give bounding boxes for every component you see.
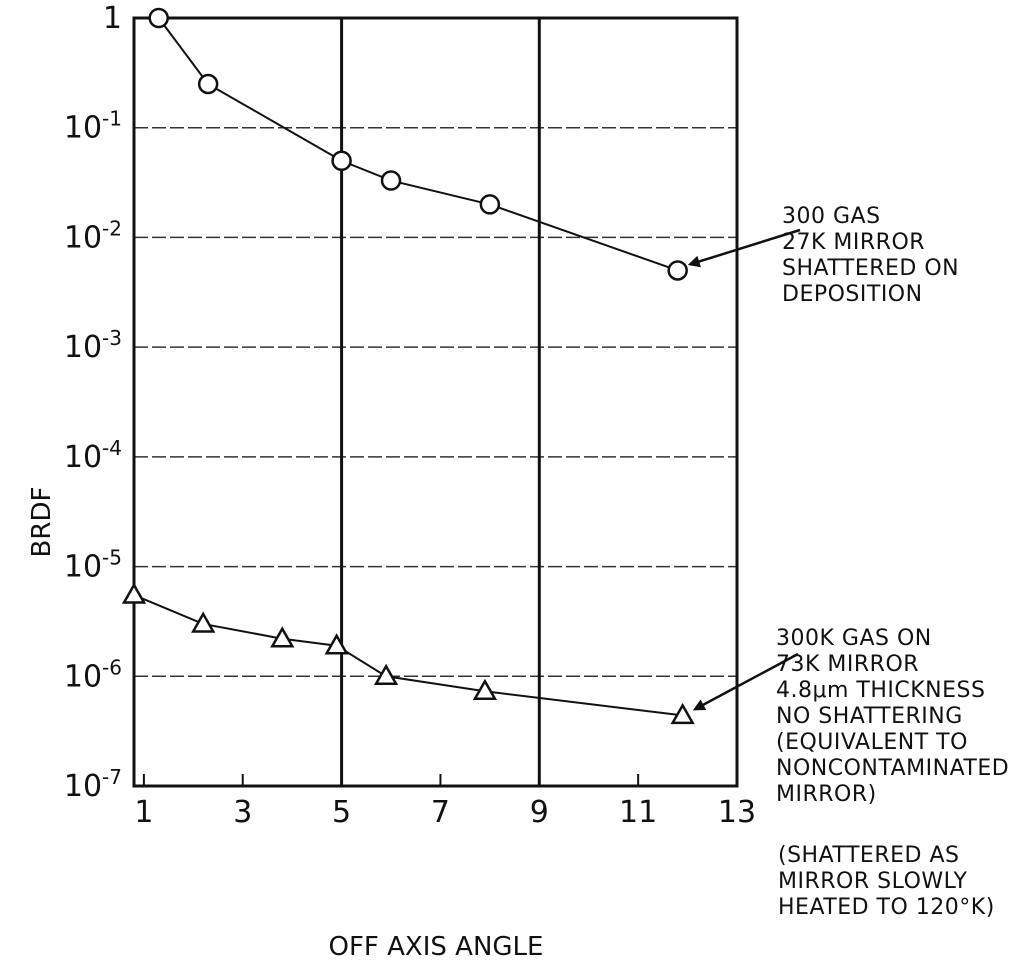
y-tick-label: 10-4	[64, 436, 122, 475]
y-tick-label: 10-6	[64, 655, 122, 694]
annotation-text: 300 GAS 27K MIRROR SHATTERED ON DEPOSITION	[782, 204, 959, 307]
annotation-line: (SHATTERED AS	[778, 843, 959, 868]
annotation-line: 4.8μm THICKNESS	[776, 678, 985, 703]
annotation-line: 27K MIRROR	[782, 230, 925, 255]
annotation-text: 300K GAS ON 73K MIRROR 4.8μm THICKNESS NO S…	[776, 626, 1009, 807]
annotation-line: HEATED TO 120°K)	[778, 895, 995, 920]
annotation-line: MIRROR)	[776, 782, 877, 807]
y-axis-label: BRDF	[27, 487, 57, 558]
x-tick-label: 11	[619, 795, 657, 830]
triangle-marker	[121, 582, 147, 604]
y-tick-label: 10-3	[64, 326, 122, 365]
circle-marker	[380, 170, 402, 191]
series-line	[133, 594, 683, 717]
annotation-line: NO SHATTERING	[776, 704, 963, 729]
y-tick-label: 10-2	[64, 216, 122, 255]
x-tick-label: 3	[233, 795, 252, 830]
annotation-line: (EQUIVALENT TO	[776, 730, 968, 755]
y-tick-label: 10-1	[64, 107, 122, 146]
plot-frame	[132, 16, 739, 788]
annotation-line: 300 GAS	[782, 204, 881, 229]
triangle-marker	[472, 678, 498, 701]
annotation-arrow	[687, 228, 801, 268]
axis-ticks: 110-110-210-310-410-510-610-71 3 5 7 9 11 13	[64, 1, 756, 830]
annotation-text: (SHATTERED AS MIRROR SLOWLY HEATED TO 120°…	[778, 843, 995, 920]
circle-marker	[148, 7, 169, 29]
x-tick-label: 9	[530, 795, 549, 830]
circle-marker	[331, 150, 352, 171]
annotation-line: NONCONTAMINATED	[776, 756, 1009, 781]
triangle-marker	[324, 633, 349, 655]
annotation-arrow	[692, 652, 799, 711]
circle-marker	[479, 194, 501, 215]
y-tick-label: 10-7	[64, 765, 122, 804]
annotation-line: DEPOSITION	[782, 282, 923, 307]
annotations: 300 GAS 27K MIRROR SHATTERED ON DEPOSITION3…	[687, 204, 1009, 920]
annotation-line: SHATTERED ON	[782, 256, 959, 281]
triangle-marker	[270, 626, 295, 648]
series-line	[157, 17, 679, 272]
circle-marker	[197, 73, 219, 95]
y-tick-label: 1	[103, 1, 122, 36]
annotation-line: 300K GAS ON	[776, 626, 932, 651]
annotation-line: 73K MIRROR	[776, 652, 919, 677]
triangle-marker	[373, 663, 399, 686]
x-tick-label: 7	[431, 795, 450, 830]
y-tick-label: 10-5	[64, 546, 122, 585]
annotation-line: MIRROR SLOWLY	[778, 869, 967, 894]
x-tick-label: 5	[332, 795, 351, 830]
x-tick-label: 1	[134, 795, 153, 830]
triangle-marker	[191, 611, 216, 633]
series-layer	[121, 7, 695, 725]
grid	[134, 18, 737, 786]
x-axis-label: OFF AXIS ANGLE	[329, 932, 544, 962]
circle-marker	[667, 260, 688, 281]
x-tick-label: 13	[718, 795, 756, 830]
triangle-marker	[670, 702, 695, 725]
